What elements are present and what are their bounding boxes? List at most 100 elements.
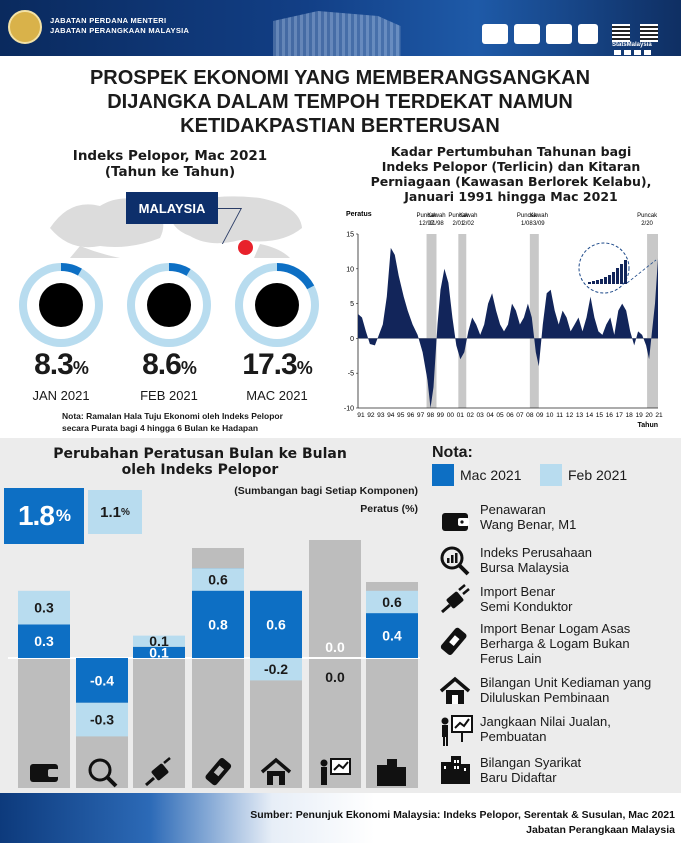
x-tick-label: 08 xyxy=(526,412,534,419)
country-label: MALAYSIA xyxy=(126,192,218,224)
zoom-bar xyxy=(608,275,611,284)
bar-label-mar: 0.8 xyxy=(208,616,228,632)
bar-label-mar: 0.3 xyxy=(34,633,54,649)
line-section-title: Kadar Pertumbuhan Tahunan bagi Indeks Pe… xyxy=(346,144,676,204)
bar-label-mar: 0.6 xyxy=(266,616,286,632)
bar-mar xyxy=(133,646,185,658)
recession-band-2 xyxy=(529,234,539,408)
plug-pin xyxy=(163,757,171,764)
nota-semi-line2: Semi Konduktor xyxy=(480,599,573,614)
buildings-icon xyxy=(377,759,406,786)
total-feb-2021: 1.1% xyxy=(88,490,142,534)
kpi-feb-sign: % xyxy=(120,506,130,518)
bar-mar xyxy=(18,624,70,658)
source-line2: Jabatan Perangkaan Malaysia xyxy=(526,824,675,836)
title-line3: KETIDAKPASTIAN BERTERUSAN xyxy=(180,115,500,137)
partner-logo-1 xyxy=(482,24,508,44)
stats-malaysia-label: StatsMalaysia xyxy=(612,42,652,48)
line-title-line1: Kadar Pertumbuhan Tahunan bagi xyxy=(390,144,632,159)
component-bar-chart: 0.3 0.3 -0.4 -0.3 0.10.1 0.6 0.8 0.6 -0.2 0.0 0.0 0… xyxy=(8,540,420,788)
cycle-annotation: Puncak 2/20 xyxy=(637,213,658,227)
nota-kediaman-line2: Diluluskan Pembinaan xyxy=(480,690,610,705)
x-tick-label: 18 xyxy=(626,412,634,419)
y-tick-label: -5 xyxy=(348,371,354,378)
x-tick-label: 12 xyxy=(566,412,574,419)
zoom-connector xyxy=(626,259,657,284)
nota-item-jualan: Jangkaan Nilai Jualan, Pembuatan xyxy=(480,714,611,744)
line-title-line2: Indeks Pelopor (Terlicin) dan Kitaran xyxy=(381,159,641,174)
value-feb-2021: 8.6% xyxy=(142,348,197,381)
qr-code-2 xyxy=(640,24,658,42)
nota-bursa-line1: Indeks Perusahaan xyxy=(480,545,593,560)
footer-band xyxy=(0,793,681,843)
zoom-bar xyxy=(596,280,599,284)
annotation-date: 12/97 xyxy=(419,221,435,227)
x-tick-label: 00 xyxy=(447,412,455,419)
zoom-bar xyxy=(588,282,591,284)
nota-bursa-line2: Bursa Malaysia xyxy=(480,560,569,575)
x-tick-label: 96 xyxy=(407,412,415,419)
x-tick-label: 02 xyxy=(467,412,475,419)
wallet-icon xyxy=(30,764,59,782)
tower-left xyxy=(377,765,387,786)
annotation-date: 1/08 xyxy=(521,221,533,227)
building-image xyxy=(273,11,401,56)
x-tick-label: 15 xyxy=(596,412,604,419)
bar-section-title: Perubahan Peratusan Bulan ke Bulan oleh … xyxy=(30,446,370,478)
partner-logo-4 xyxy=(578,24,598,44)
magnifier-chart-icon xyxy=(440,546,470,576)
donut-title-line1: Indeks Pelopor, Mac 2021 xyxy=(72,148,268,164)
magnifier-chart-icon xyxy=(88,758,118,788)
note-line2: secara Purata bagi 4 hingga 6 Bulan ke H… xyxy=(62,423,259,433)
bar-window xyxy=(213,765,225,777)
nota-item-semikonduktor: Import Benar Semi Konduktor xyxy=(480,584,573,614)
x-tick-label: 05 xyxy=(496,412,504,419)
annotation-label: Puncak xyxy=(448,213,469,219)
annotation-date: 11/98 xyxy=(429,221,444,227)
forecast-note: Nota: Ramalan Hala Tuju Ekonomi oleh Ind… xyxy=(62,410,312,434)
buildings-icon xyxy=(441,756,470,784)
semiconductor-plug-icon xyxy=(145,757,171,787)
youtube-icon xyxy=(644,50,651,55)
bar-label-feb: 0.6 xyxy=(208,572,228,588)
cycle-annotation: Kawah 11/98 xyxy=(427,213,445,227)
bar-mar xyxy=(250,590,302,658)
zoom-bar xyxy=(624,260,627,284)
coat-of-arms-logo xyxy=(8,10,42,44)
nota-m1-line2: Wang Benar, M1 xyxy=(480,517,577,532)
annotation-date: 3/09 xyxy=(533,221,545,227)
handle xyxy=(105,775,118,788)
zoom-bar xyxy=(600,279,603,284)
partner-logo-2 xyxy=(514,24,540,44)
x-tick-label: 03 xyxy=(477,412,485,419)
category-backdrop xyxy=(309,540,361,788)
y-tick-label: 10 xyxy=(346,266,354,273)
bar-unit: Peratus (%) xyxy=(360,503,418,515)
x-tick-label: 07 xyxy=(516,412,524,419)
cycle-annotation: Puncak 2/01 xyxy=(448,213,469,227)
nota-m1-line1: Penawaran xyxy=(480,502,546,517)
legend-swatch-feb xyxy=(540,464,562,486)
label-feb-2021: FEB 2021 xyxy=(140,388,198,403)
cycle-annotation: Kawah 2/02 xyxy=(459,213,477,227)
bar-title-line2: oleh Indeks Pelopor xyxy=(121,462,279,478)
bar-label-mar: 0.1 xyxy=(149,644,169,660)
tower-right xyxy=(397,767,406,786)
category-backdrop xyxy=(133,646,185,788)
nota-item-logam: Import Benar Logam Asas Berharga & Logam … xyxy=(480,621,630,666)
note-line1: Nota: Ramalan Hala Tuju Ekonomi oleh Ind… xyxy=(62,411,283,421)
agency-name: JABATAN PERDANA MENTERI JABATAN PERANGKA… xyxy=(50,16,189,36)
nota-jualan-line1: Jangkaan Nilai Jualan, xyxy=(480,714,611,729)
wallet-shape xyxy=(30,764,58,782)
donut-jan-2021 xyxy=(19,263,103,347)
metal-bar-icon xyxy=(205,758,232,786)
value-jan-2021: 8.3% xyxy=(34,348,89,381)
x-tick-label: 92 xyxy=(367,412,375,419)
x-tick-label: 93 xyxy=(377,412,385,419)
annotation-date: 2/01 xyxy=(452,221,464,227)
source-line1: Sumber: Penunjuk Ekonomi Malaysia: Indek… xyxy=(250,809,675,821)
nota-logam-line1: Import Benar Logam Asas xyxy=(480,621,631,636)
zoom-bar xyxy=(612,272,615,284)
recession-band-1 xyxy=(458,234,467,408)
header-banner: JABATAN PERDANA MENTERI JABATAN PERANGKA… xyxy=(0,0,681,56)
